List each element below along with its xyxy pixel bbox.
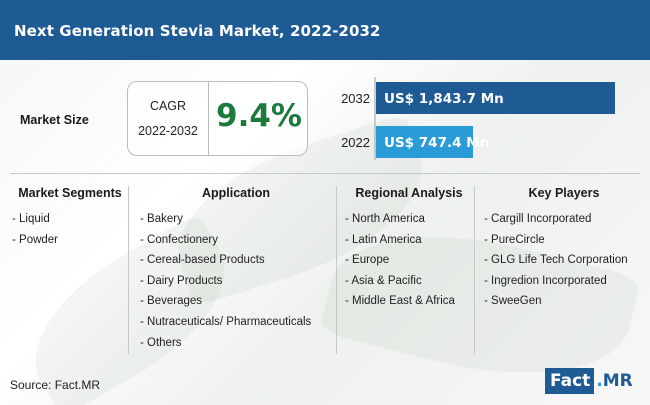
factmr-logo: Fact .MR xyxy=(545,368,643,394)
cagr-value: 9.4% xyxy=(216,98,302,134)
bar-2022 xyxy=(376,126,473,158)
list-item: - Cargill Incorporated xyxy=(484,213,592,225)
column-application: Application - Bakery - Confectionery - Cere… xyxy=(140,186,332,353)
bar-category-label: 2022 xyxy=(341,135,370,150)
list-item: - Middle East & Africa xyxy=(345,295,455,308)
cagr-label: CAGR xyxy=(149,99,187,113)
column-heading: Market Segments xyxy=(18,186,122,200)
list-item: - Confectionery xyxy=(140,233,218,246)
column-list: - Liquid - Powder xyxy=(12,209,128,250)
list-item: - GLG Life Tech Corporation xyxy=(484,254,628,267)
column-list: - North America - Latin America - Europe - … xyxy=(345,209,473,312)
bar-value-label: US$ 1,843.7 Mn xyxy=(384,91,504,107)
market-size-bar-chart: 2032 US$ 1,843.7 Mn 2022 US$ 747.4 Mn xyxy=(341,77,615,160)
logo-mr: MR xyxy=(602,371,633,391)
cagr-period: 2022-2032 xyxy=(138,124,198,138)
list-item: - Cereal-based Products xyxy=(140,254,265,267)
market-size-label: Market Size xyxy=(20,113,89,127)
column-separator xyxy=(336,186,337,354)
list-item: - Dairy Products xyxy=(140,274,223,287)
list-item: - Asia & Pacific xyxy=(345,274,422,287)
column-regional-analysis: Regional Analysis - North America - Latin … xyxy=(345,186,473,312)
list-item: - Nutraceuticals/ Pharmaceuticals xyxy=(140,315,312,328)
logo-dot: . xyxy=(596,371,603,391)
logo-fact-text: Fact xyxy=(545,368,595,394)
column-separator xyxy=(474,186,475,354)
list-item: - Latin America xyxy=(345,233,422,246)
column-separator xyxy=(128,186,129,354)
list-item: - Others xyxy=(140,336,182,349)
list-item: - SweeGen xyxy=(484,295,542,308)
page-title: Next Generation Stevia Market, 2022-2032 xyxy=(14,22,381,40)
column-list: - Cargill Incorporated - PureCircle - GLG … xyxy=(484,209,644,312)
section-divider xyxy=(10,173,640,174)
list-item: - Ingredion Incorporated xyxy=(484,274,607,287)
list-item: - Beverages xyxy=(140,295,203,308)
column-key-players: Key Players - Cargill Incorporated - PureC… xyxy=(484,186,644,312)
source-note: Source: Fact.MR xyxy=(10,378,101,392)
list-item: - Powder xyxy=(12,233,59,246)
cagr-divider xyxy=(208,82,209,155)
bar-category-label: 2032 xyxy=(341,91,370,106)
logo-mr-text: .MR xyxy=(594,368,632,394)
list-item: - North America xyxy=(345,213,425,225)
column-heading: Application xyxy=(201,186,271,200)
list-item: - Bakery xyxy=(140,213,183,225)
list-item: - PureCircle xyxy=(484,233,545,246)
list-item: - Liquid xyxy=(12,213,50,225)
column-market-segments: Market Segments - Liquid - Powder xyxy=(12,186,128,250)
list-item: - Europe xyxy=(345,254,390,267)
column-heading: Key Players xyxy=(528,186,600,200)
column-heading: Regional Analysis xyxy=(355,186,463,200)
column-list: - Bakery - Confectionery - Cereal-based Pr… xyxy=(140,209,332,353)
title-banner: Next Generation Stevia Market, 2022-2032 xyxy=(0,0,650,60)
cagr-box: CAGR 2022-2032 9.4% xyxy=(127,81,308,156)
bar-value-label: US$ 747.4 Mn xyxy=(384,135,489,151)
bar-2032 xyxy=(376,82,615,114)
